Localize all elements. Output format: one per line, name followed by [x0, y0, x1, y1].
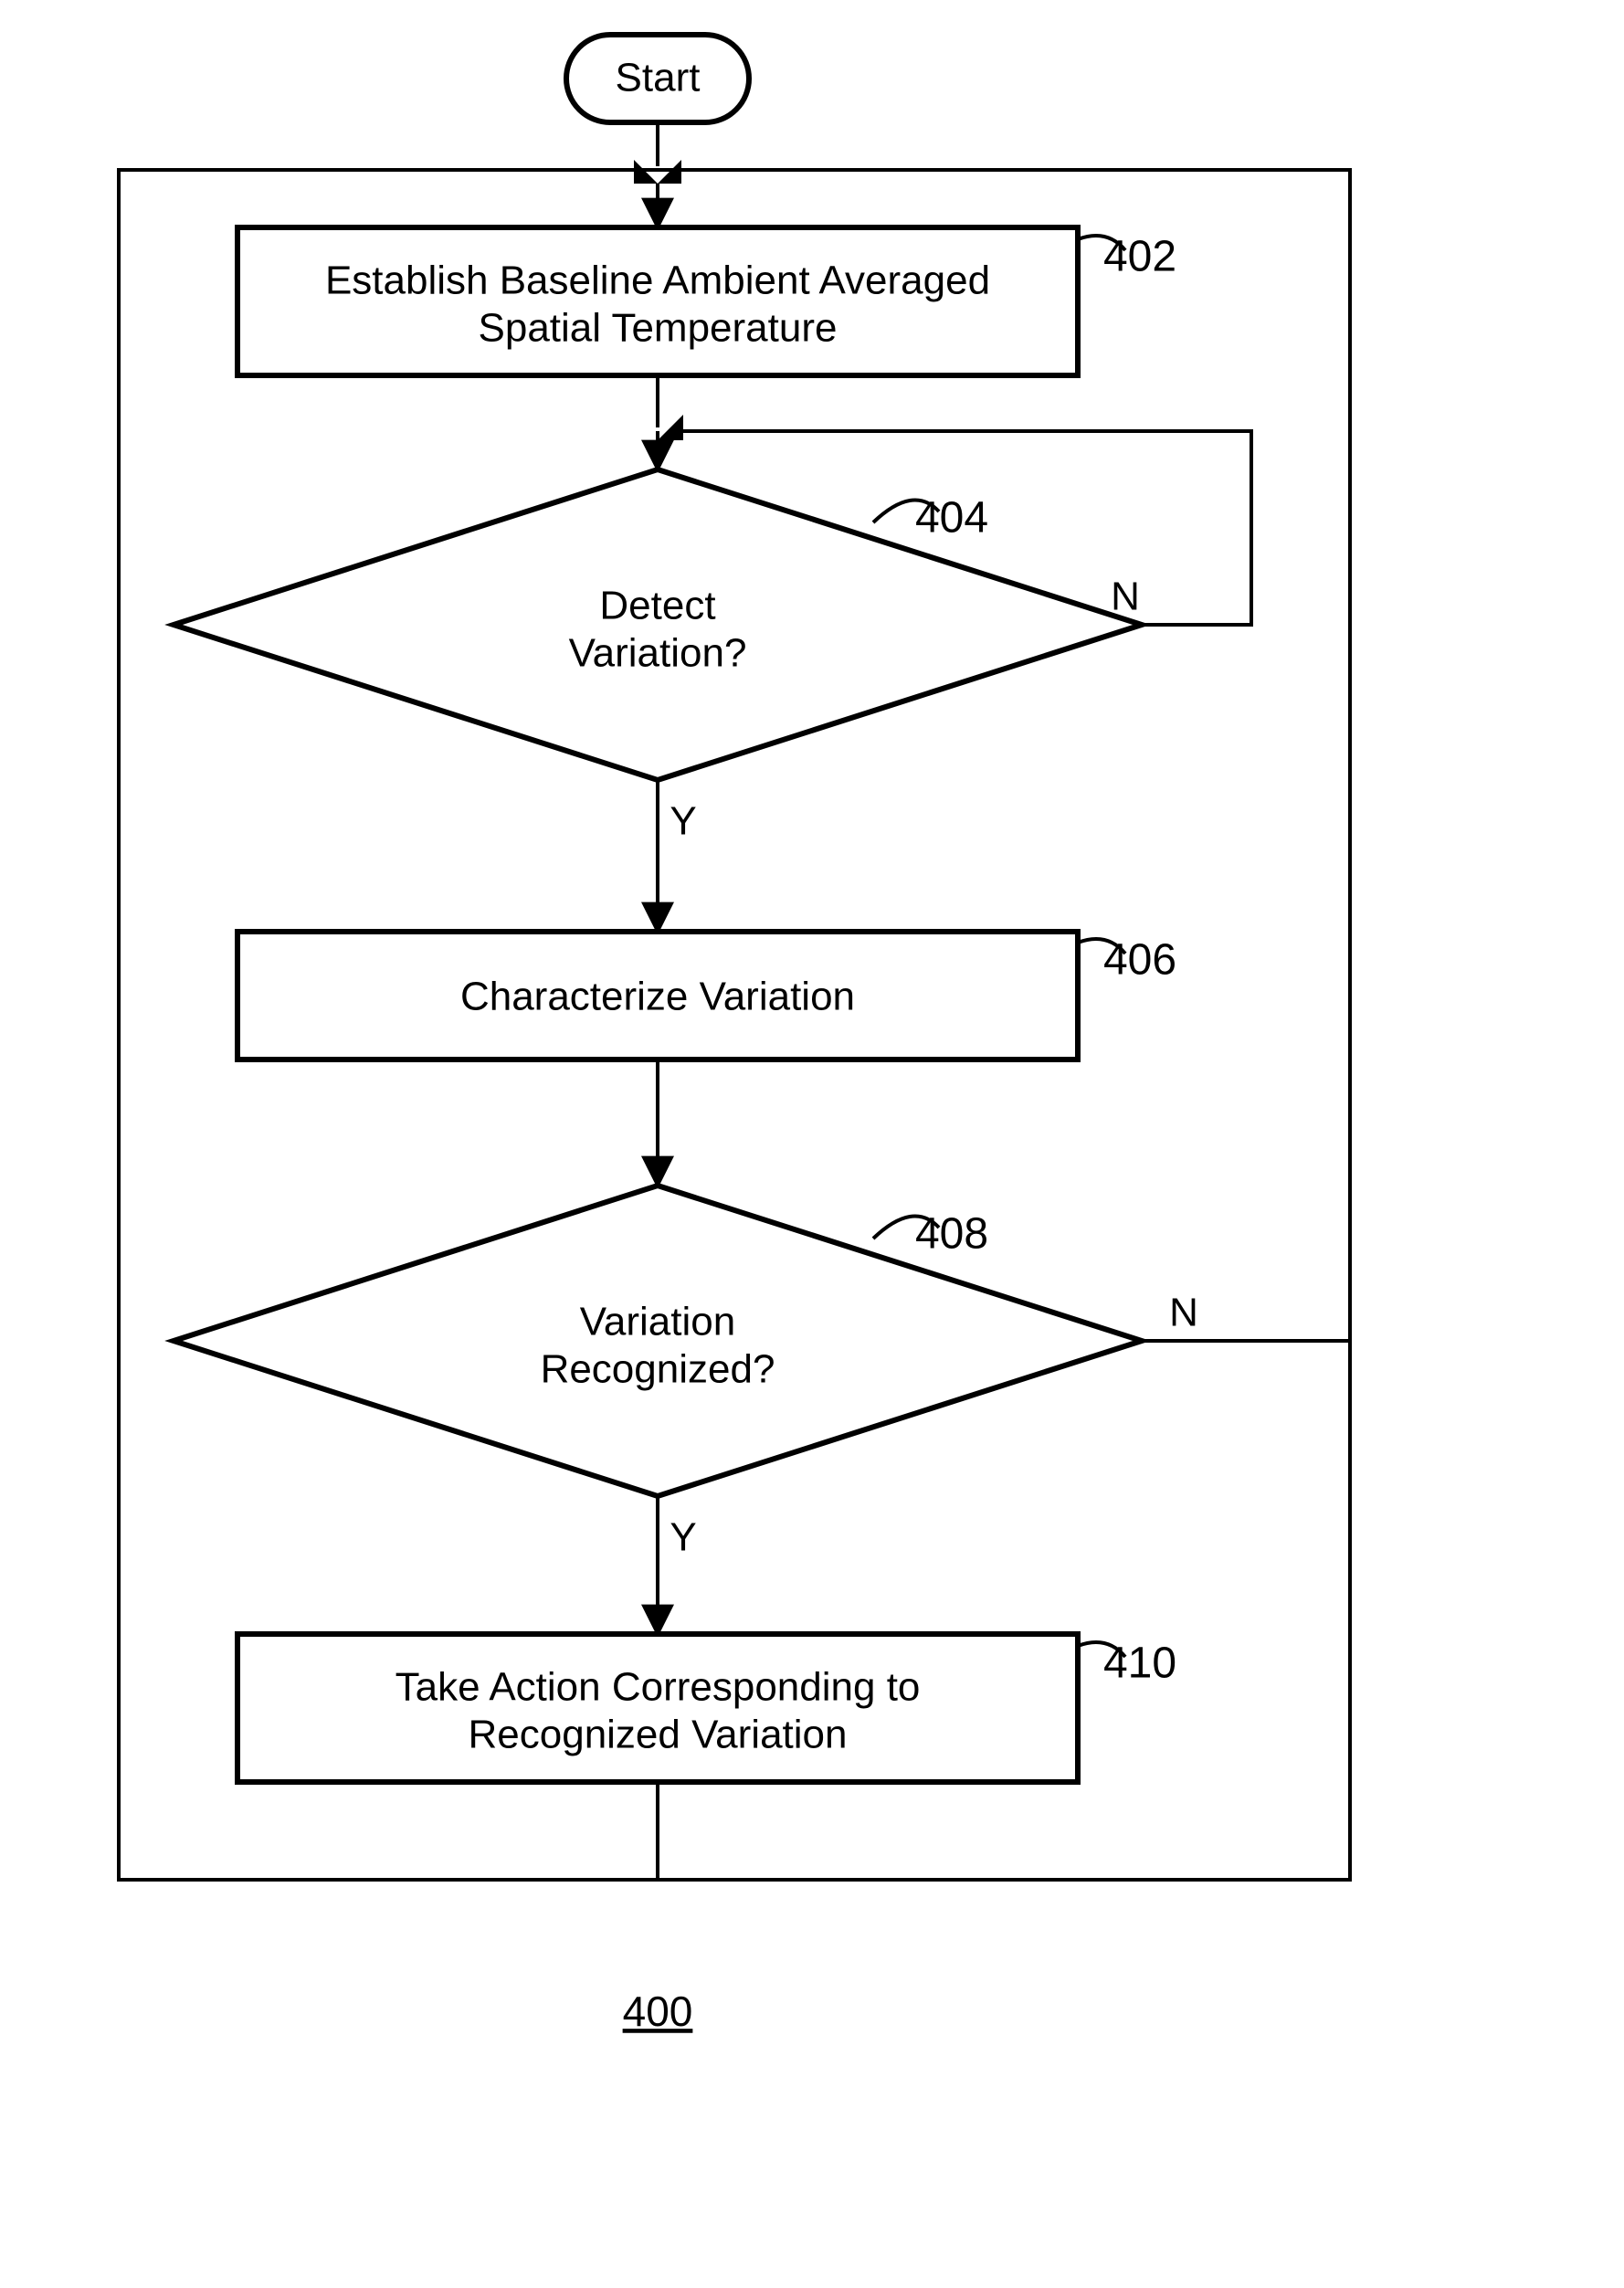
label-404-N: N	[1111, 575, 1140, 619]
label-408-N: N	[1169, 1291, 1198, 1335]
figure-number: 400	[623, 1988, 693, 2035]
ref-404: 404	[915, 494, 988, 543]
node-404-line1: Detect	[599, 584, 715, 628]
ref-410: 410	[1103, 1640, 1176, 1688]
node-410-line1: Take Action Corresponding to	[395, 1665, 921, 1710]
merge-404-arrowhead	[658, 415, 683, 440]
node-410-line2: Recognized Variation	[469, 1713, 848, 1757]
start-label: Start	[616, 56, 701, 100]
node-408-line1: Variation	[580, 1300, 735, 1344]
flowchart-diagram: Start Establish Baseline Ambient Average…	[0, 0, 1624, 2288]
node-406-line1: Characterize Variation	[460, 975, 855, 1019]
label-408-Y: Y	[670, 1515, 696, 1560]
ref-402: 402	[1103, 233, 1176, 281]
node-404-line2: Variation?	[569, 631, 747, 676]
node-402-line1: Establish Baseline Ambient Averaged	[325, 258, 990, 303]
node-408-line2: Recognized?	[541, 1347, 775, 1392]
ref-406: 406	[1103, 936, 1176, 985]
label-404-Y: Y	[670, 799, 696, 844]
node-402-line2: Spatial Temperature	[479, 306, 838, 351]
ref-408: 408	[915, 1210, 988, 1259]
